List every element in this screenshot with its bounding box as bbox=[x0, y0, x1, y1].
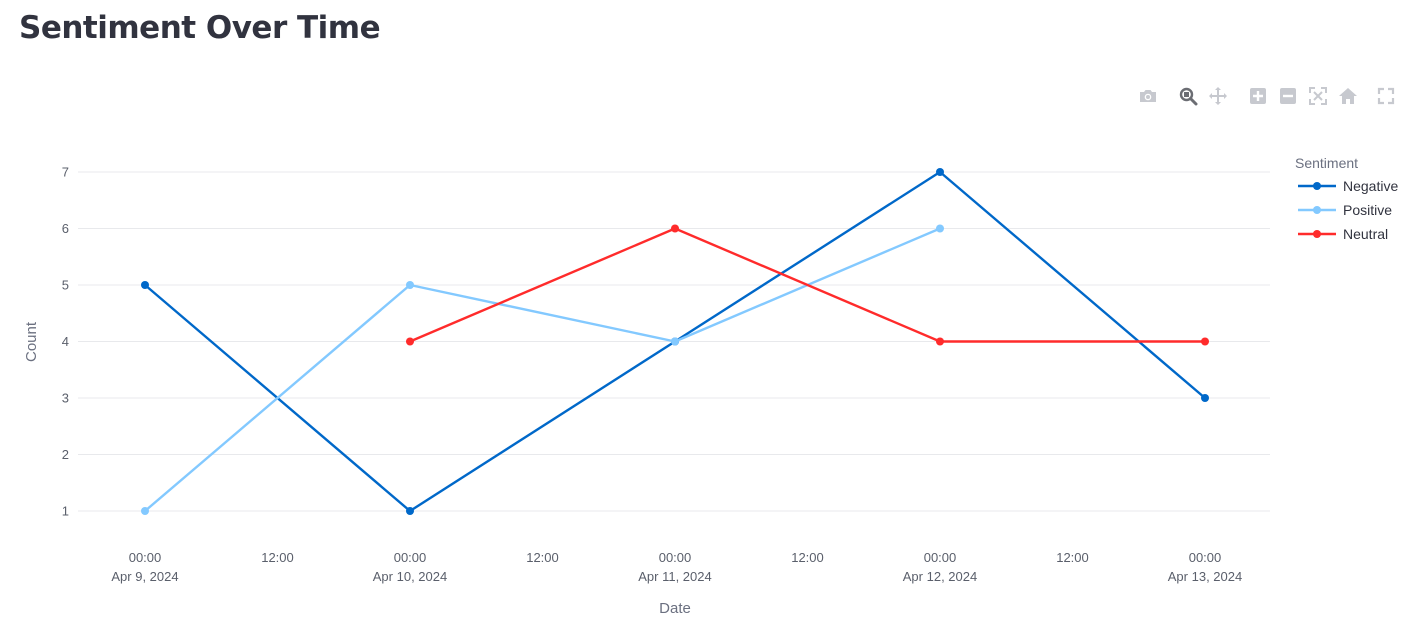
x-axis-title: Date bbox=[659, 600, 691, 617]
zoom-out-icon[interactable] bbox=[1276, 84, 1300, 108]
x-tick-time-label: 12:00 bbox=[526, 550, 559, 565]
positive-point[interactable] bbox=[406, 281, 414, 289]
legend-swatch-marker bbox=[1313, 230, 1321, 238]
y-tick-label: 1 bbox=[62, 504, 69, 519]
y-axis-ticks: 1 2 3 4 5 6 7 bbox=[62, 165, 69, 519]
legend-swatch-marker bbox=[1313, 206, 1321, 214]
x-tick-date-label: Apr 10, 2024 bbox=[373, 569, 447, 584]
neutral-point[interactable] bbox=[1201, 337, 1209, 346]
y-tick-label: 3 bbox=[62, 391, 69, 406]
x-tick-date-label: Apr 12, 2024 bbox=[903, 569, 977, 584]
camera-icon[interactable] bbox=[1136, 84, 1160, 108]
negative-point[interactable] bbox=[1201, 394, 1209, 402]
fullscreen-icon[interactable] bbox=[1374, 84, 1398, 108]
x-tick-date-label: Apr 9, 2024 bbox=[111, 569, 178, 584]
page-title: Sentiment Over Time bbox=[19, 10, 381, 46]
legend-label: Positive bbox=[1343, 202, 1392, 218]
modebar bbox=[1134, 84, 1404, 108]
legend-item-negative[interactable]: Negative bbox=[1298, 178, 1398, 194]
y-tick-label: 2 bbox=[62, 447, 69, 462]
y-axis-title: Count bbox=[23, 321, 40, 362]
x-tick-time-label: 00:00 bbox=[129, 550, 162, 565]
positive-line[interactable] bbox=[144, 227, 941, 512]
series-neutral[interactable] bbox=[406, 224, 1209, 346]
legend-item-neutral[interactable]: Neutral bbox=[1298, 226, 1388, 242]
legend-label: Negative bbox=[1343, 178, 1398, 194]
home-icon[interactable] bbox=[1336, 84, 1360, 108]
negative-point[interactable] bbox=[141, 281, 149, 289]
y-tick-label: 5 bbox=[62, 278, 69, 293]
negative-point[interactable] bbox=[936, 168, 944, 176]
legend-swatch-marker bbox=[1313, 182, 1321, 190]
legend-title: Sentiment bbox=[1295, 155, 1358, 171]
y-tick-label: 4 bbox=[62, 334, 69, 349]
positive-point[interactable] bbox=[671, 337, 679, 346]
zoom-in-icon[interactable] bbox=[1246, 84, 1270, 108]
x-tick-time-label: 12:00 bbox=[1056, 550, 1089, 565]
x-tick-time-label: 12:00 bbox=[261, 550, 294, 565]
x-tick-time-label: 00:00 bbox=[924, 550, 957, 565]
legend-label: Neutral bbox=[1343, 226, 1388, 242]
series-positive[interactable] bbox=[141, 224, 944, 516]
y-tick-label: 6 bbox=[62, 221, 69, 236]
negative-point[interactable] bbox=[406, 507, 414, 515]
neutral-point[interactable] bbox=[406, 337, 414, 346]
positive-point[interactable] bbox=[141, 507, 149, 515]
legend-item-positive[interactable]: Positive bbox=[1298, 202, 1392, 218]
pan-icon[interactable] bbox=[1206, 84, 1230, 108]
x-tick-time-label: 00:00 bbox=[394, 550, 427, 565]
x-tick-time-label: 00:00 bbox=[659, 550, 692, 565]
x-tick-date-label: Apr 13, 2024 bbox=[1168, 569, 1242, 584]
y-tick-label: 7 bbox=[62, 165, 69, 180]
neutral-point[interactable] bbox=[671, 224, 679, 233]
x-tick-date-label: Apr 11, 2024 bbox=[638, 569, 711, 584]
plot-area[interactable] bbox=[141, 168, 1209, 515]
zoom-icon[interactable] bbox=[1176, 84, 1200, 108]
x-tick-time-label: 12:00 bbox=[791, 550, 824, 565]
neutral-point[interactable] bbox=[936, 337, 944, 346]
x-tick-time-label: 00:00 bbox=[1189, 550, 1222, 565]
neutral-line[interactable] bbox=[409, 227, 1205, 343]
legend[interactable]: Sentiment Negative Positive Neutral bbox=[1295, 155, 1398, 242]
positive-point[interactable] bbox=[936, 224, 944, 233]
autoscale-icon[interactable] bbox=[1306, 84, 1330, 108]
x-axis-ticks: 00:00 Apr 9, 2024 12:00 00:00 Apr 10, 2024 12… bbox=[111, 550, 1242, 584]
